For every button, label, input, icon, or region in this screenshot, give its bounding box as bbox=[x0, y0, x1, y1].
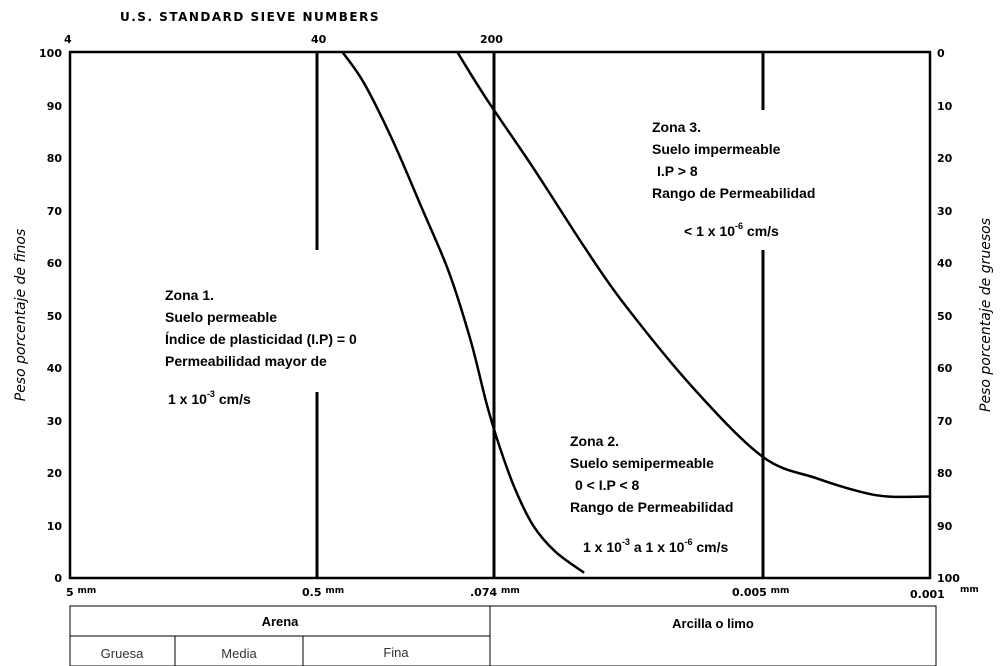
left-tick-50: 50 bbox=[47, 310, 63, 323]
gradation-curve-2 bbox=[456, 51, 931, 499]
soil-table: Arena Gruesa Media Fina Arcilla o limo bbox=[69, 605, 937, 666]
zona3-title: Zona 3. bbox=[652, 119, 701, 135]
right-tick-30: 30 bbox=[937, 205, 953, 218]
x-tick-0-001-unit: mm bbox=[960, 585, 979, 595]
right-tick-10: 10 bbox=[937, 100, 953, 113]
right-tick-0: 0 bbox=[937, 47, 945, 60]
zona3-value: < 1 x 10-6 cm/s bbox=[684, 221, 779, 239]
zona-3-annotation: Zona 3. Suelo impermeable I.P > 8 Rango … bbox=[652, 119, 815, 239]
sieve-label-4: 4 bbox=[64, 33, 72, 46]
table-fina: Fina bbox=[383, 645, 409, 660]
left-tick-10: 10 bbox=[47, 520, 63, 533]
x-tick-0-005: 0.005 mm bbox=[732, 586, 789, 599]
sieve-label-40: 40 bbox=[311, 33, 327, 46]
zona1-line3: Permeabilidad mayor de bbox=[165, 353, 327, 369]
left-axis-label: Peso porcentaje de finos bbox=[13, 229, 29, 402]
zona3-line3: Rango de Permeabilidad bbox=[652, 185, 815, 201]
x-tick-0-074: .074 mm bbox=[470, 586, 520, 599]
left-tick-0: 0 bbox=[54, 572, 62, 585]
sieve-title: U.S. STANDARD SIEVE NUMBERS bbox=[120, 10, 380, 24]
left-y-ticks: 100 90 80 70 60 50 40 30 20 10 0 bbox=[39, 47, 62, 585]
table-media: Media bbox=[221, 646, 257, 661]
right-tick-100: 100 bbox=[937, 572, 960, 585]
left-tick-60: 60 bbox=[47, 257, 63, 270]
left-tick-80: 80 bbox=[47, 152, 63, 165]
x-ticks: 5 mm 0.5 mm .074 mm 0.005 mm 0.001 mm bbox=[66, 585, 979, 601]
zona3-line1: Suelo impermeable bbox=[652, 141, 781, 157]
zona1-value: 1 x 10-3 cm/s bbox=[168, 389, 251, 407]
plot-frame bbox=[68, 50, 932, 580]
zona1-line2: Índice de plasticidad (I.P) = 0 bbox=[165, 331, 357, 347]
zona1-title: Zona 1. bbox=[165, 287, 214, 303]
x-tick-5: 5 mm bbox=[66, 586, 96, 599]
zona-2-annotation: Zona 2. Suelo semipermeable 0 < I.P < 8 … bbox=[570, 433, 733, 555]
left-tick-30: 30 bbox=[47, 415, 63, 428]
left-tick-100: 100 bbox=[39, 47, 62, 60]
table-arcilla: Arcilla o limo bbox=[672, 616, 754, 631]
right-y-ticks: 0 10 20 30 40 50 60 70 80 90 100 bbox=[937, 47, 960, 585]
zona1-line1: Suelo permeable bbox=[165, 309, 277, 325]
sieve-label-200: 200 bbox=[480, 33, 503, 46]
gradation-curve-1 bbox=[341, 51, 585, 574]
right-tick-60: 60 bbox=[937, 362, 953, 375]
right-tick-50: 50 bbox=[937, 310, 953, 323]
right-tick-70: 70 bbox=[937, 415, 953, 428]
right-tick-80: 80 bbox=[937, 467, 953, 480]
table-gruesa: Gruesa bbox=[101, 646, 144, 661]
zona2-line1: Suelo semipermeable bbox=[570, 455, 714, 471]
zona-1-annotation: Zona 1. Suelo permeable Índice de plasti… bbox=[165, 287, 357, 407]
left-tick-90: 90 bbox=[47, 100, 63, 113]
left-tick-20: 20 bbox=[47, 467, 63, 480]
right-tick-90: 90 bbox=[937, 520, 953, 533]
x-tick-0-5: 0.5 mm bbox=[302, 586, 344, 599]
left-tick-40: 40 bbox=[47, 362, 63, 375]
zona2-value: 1 x 10-3 a 1 x 10-6 cm/s bbox=[583, 537, 728, 555]
table-arena: Arena bbox=[262, 614, 300, 629]
x-tick-0-001: 0.001 bbox=[910, 588, 945, 601]
right-tick-40: 40 bbox=[937, 257, 953, 270]
zona3-line2: I.P > 8 bbox=[657, 163, 698, 179]
gradation-curves bbox=[341, 51, 931, 574]
zona2-line3: Rango de Permeabilidad bbox=[570, 499, 733, 515]
right-axis-label: Peso porcentaje de gruesos bbox=[978, 218, 994, 412]
zona2-title: Zona 2. bbox=[570, 433, 619, 449]
right-tick-20: 20 bbox=[937, 152, 953, 165]
left-tick-70: 70 bbox=[47, 205, 63, 218]
zona2-line2: 0 < I.P < 8 bbox=[575, 477, 640, 493]
